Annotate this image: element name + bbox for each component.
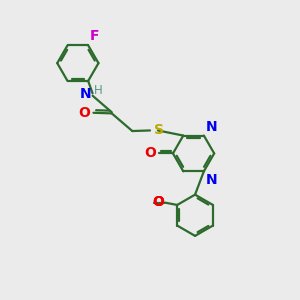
Text: N: N — [80, 87, 92, 101]
Text: O: O — [79, 106, 91, 120]
Text: S: S — [154, 124, 164, 137]
Text: F: F — [90, 29, 99, 43]
Text: N: N — [206, 120, 217, 134]
Text: H: H — [94, 84, 103, 97]
Text: O: O — [144, 146, 156, 161]
Text: N: N — [206, 173, 217, 187]
Text: O: O — [152, 195, 164, 209]
Text: O: O — [152, 195, 164, 209]
